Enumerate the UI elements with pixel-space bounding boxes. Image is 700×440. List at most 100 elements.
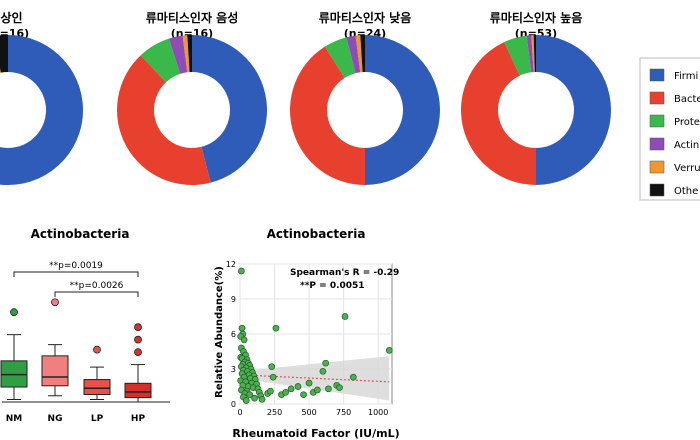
box-ng	[41, 355, 69, 387]
donut-slice-others	[360, 35, 365, 73]
box-outlier	[10, 308, 18, 317]
box-category-label: LP	[91, 414, 104, 424]
legend-swatch	[649, 137, 665, 151]
scatter-point	[300, 391, 307, 399]
donut-slice-firmicutes	[0, 35, 83, 185]
boxplot: NM NG LP HP **p=0.0019 **p=0.0026	[0, 261, 170, 424]
legend-swatch	[649, 68, 665, 82]
scatter-point	[282, 388, 289, 396]
scatter-point	[258, 395, 266, 403]
scatter-plot: 0 250 500 750 1000 0 3 6 9 12	[226, 260, 393, 417]
donut-slice-actinobacteria	[526, 35, 534, 73]
scatter-point	[319, 367, 327, 375]
significance-label: **p=0.0019	[49, 261, 103, 271]
scatter-x-tick-label: 750	[336, 408, 351, 417]
scatter-point	[238, 324, 246, 332]
scatter-stat-r: Spearman's R = -0.29	[290, 268, 399, 278]
scatter-point	[341, 313, 349, 320]
donut-slice-verrucomicrobia	[0, 68, 1, 73]
scatter-point	[287, 385, 295, 393]
legend-swatch	[649, 183, 665, 197]
legend-label: Bacte	[674, 94, 700, 105]
significance-bracket	[13, 271, 139, 277]
scatter-point	[349, 373, 357, 381]
donut-title-normal: 정상인	[0, 10, 23, 25]
scatter-point	[305, 379, 313, 387]
scatter-x-tick-label: 250	[267, 408, 282, 417]
box-outlier	[134, 335, 142, 344]
scatter-point	[238, 267, 245, 275]
legend: Firmi Bacte Prote Actin Verru Othe	[639, 57, 700, 201]
donut-charts	[0, 35, 611, 186]
scatter-point	[272, 324, 280, 332]
scatter-point	[267, 387, 274, 395]
donut-slice-verrucomicrobia	[355, 35, 363, 73]
legend-label: Verru	[674, 163, 700, 174]
box-category-label: NM	[6, 414, 23, 424]
scatter-x-axis-label: Rheumatoid Factor (IU/mL)	[232, 427, 399, 440]
donut-slice-verrucomicrobia	[531, 35, 535, 73]
scatter-point	[246, 391, 254, 399]
significance-bracket	[54, 291, 139, 297]
donut-slice-bacteroidetes	[117, 55, 211, 186]
box-lp	[83, 379, 111, 396]
legend-label: Firmi	[674, 71, 698, 82]
scatter-point	[268, 363, 276, 371]
donut-slice-others	[187, 35, 192, 73]
box-category-label: HP	[131, 414, 146, 424]
donut-slice-firmicutes	[365, 35, 440, 185]
scatter-point	[322, 359, 330, 367]
donut-slice-bacteroidetes	[461, 42, 536, 185]
boxplot-title: Actinobacteria	[31, 227, 130, 241]
scatter-point	[385, 346, 393, 354]
donut-slice-actinobacteria	[168, 35, 188, 74]
donut-slice-proteobacteria	[504, 35, 532, 76]
donut-slice-bacteroidetes	[289, 46, 365, 185]
donut-title-rf-high: 류마티스인자 높음	[490, 10, 583, 25]
legend-frame	[639, 57, 700, 201]
scatter-point	[325, 385, 332, 393]
scatter-point	[240, 336, 248, 344]
scatter-y-tick-label: 12	[226, 260, 236, 269]
scatter-y-axis-label: Relative Abundance(%)	[214, 266, 225, 398]
scatter-x-tick-label: 0	[237, 408, 242, 417]
scatter-stat-p: **P = 0.0051	[300, 281, 365, 291]
legend-label: Actin	[674, 140, 699, 151]
legend-label: Prote	[674, 117, 700, 128]
donut-slice-proteobacteria	[324, 37, 356, 78]
box-outlier	[134, 323, 142, 332]
box-category-label: NG	[48, 414, 63, 424]
donut-title-rf-negative: 류마티스인자 음성	[146, 10, 239, 25]
box-hp	[124, 382, 152, 399]
scatter-point	[294, 383, 302, 390]
scatter-confidence-band	[240, 356, 390, 401]
box-outlier	[51, 298, 59, 307]
scatter-y-tick-label: 3	[231, 365, 236, 374]
scatter-y-tick-label: 6	[231, 330, 236, 339]
box-outlier	[93, 345, 101, 354]
scatter-x-tick-label: 1000	[368, 408, 388, 417]
scatter-point	[314, 386, 321, 394]
scatter-title: Actinobacteria	[267, 227, 366, 241]
donut-slice-others	[0, 35, 8, 73]
legend-swatch	[649, 160, 665, 174]
scatter-trend-line	[239, 374, 390, 383]
donut-slice-verrucomicrobia	[182, 35, 190, 73]
legend-swatch	[649, 91, 665, 105]
scatter-point	[251, 394, 258, 402]
donut-slice-proteobacteria	[140, 38, 181, 83]
scatter-point	[336, 384, 343, 392]
scatter-point	[242, 397, 250, 404]
scatter-point	[269, 373, 277, 381]
scatter-y-tick-label: 0	[231, 400, 236, 409]
scatter-y-tick-label: 9	[231, 295, 236, 304]
donut-slice-firmicutes	[536, 35, 611, 185]
legend-swatch	[649, 114, 665, 128]
legend-label: Othe	[674, 186, 698, 197]
donut-slice-actinobacteria	[346, 35, 361, 74]
scatter-x-tick-label: 500	[301, 408, 316, 417]
donut-slice-others	[533, 35, 536, 73]
significance-label: **p=0.0026	[70, 281, 124, 291]
donut-slice-firmicutes	[192, 35, 267, 183]
